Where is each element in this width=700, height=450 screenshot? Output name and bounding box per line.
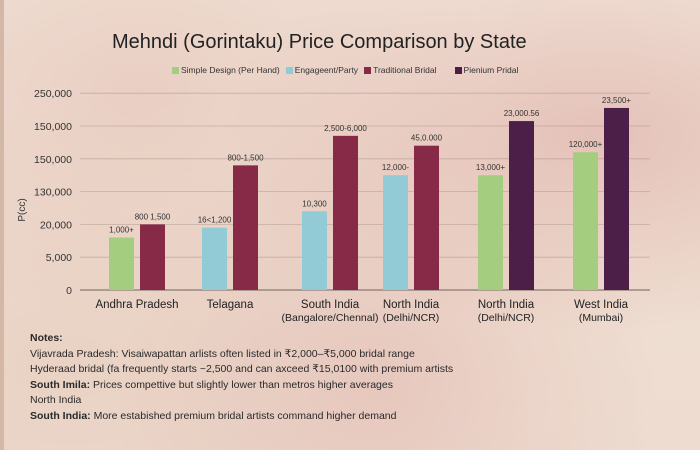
bar (573, 152, 598, 290)
data-label: 23,000.56 (504, 109, 540, 118)
y-axis-label: P(cc) (17, 198, 28, 221)
data-label: 12,000- (382, 163, 409, 172)
notes-heading: Notes: (30, 332, 63, 344)
bar (140, 224, 165, 290)
legend-swatch (454, 66, 462, 74)
note-line: South Imila: Prices compettive but sligh… (30, 378, 393, 391)
bar (414, 145, 439, 290)
bar (233, 165, 258, 290)
data-label: 800 1,500 (135, 212, 171, 221)
legend-label: Simple Design (Per Hand) (181, 65, 280, 75)
data-label: 23,500+ (602, 96, 631, 105)
x-tick-label: (Mumbai) (579, 312, 623, 324)
bar (509, 121, 534, 290)
bar (109, 237, 134, 290)
y-tick-label: 20,000 (40, 219, 72, 231)
bar (604, 107, 629, 291)
data-label: 1,000+ (109, 226, 134, 235)
y-tick-label: 150,000 (34, 121, 72, 133)
data-label: 13,000+ (476, 163, 505, 172)
bar (202, 227, 227, 290)
legend-swatch (285, 66, 293, 74)
x-tick-label: (Delhi/NCR) (383, 312, 440, 324)
x-tick-label: Andhra Pradesh (95, 299, 178, 311)
data-label: 800-1,500 (227, 153, 264, 162)
legend-label: Traditional Bridal (373, 65, 437, 75)
note-line: North India (30, 394, 82, 406)
legend: Simple Design (Per Hand) Engageent/Party… (172, 65, 520, 75)
data-label: 45,0.000 (411, 134, 443, 143)
bar (333, 135, 358, 290)
bar (302, 211, 327, 290)
x-tick-label: (Delhi/NCR) (478, 312, 535, 324)
chart-title: Mehndi (Gorintaku) Price Comparison by S… (112, 31, 527, 53)
legend-item: Pienium Pridal (454, 65, 519, 75)
data-label: 10,300 (302, 199, 327, 208)
data-label: 16<1,200 (198, 216, 232, 225)
note-line: South India: More estabished premium bri… (30, 409, 397, 422)
legend-item: Engageent/Party (285, 65, 359, 75)
legend-label: Engageent/Party (294, 65, 359, 75)
frame-border (0, 0, 4, 450)
data-label: 120,000+ (569, 140, 603, 149)
x-tick-label: Telagana (207, 299, 254, 311)
x-tick-label: South India (301, 299, 360, 311)
y-tick-label: 130,000 (34, 187, 72, 199)
x-tick-label: West India (574, 299, 629, 311)
bar-chart: 0 5,000 20,000 130,000 150,000 150,000 250,000… (17, 88, 650, 324)
legend-label: Pienium Pridal (463, 65, 519, 75)
data-label: 2,500-6,000 (324, 124, 367, 133)
note-line: Vijavrada Pradesh: Visaiwapattan arlists… (30, 347, 415, 360)
y-tick-label: 250,000 (34, 88, 72, 100)
notes: Notes: Vijavrada Pradesh: Visaiwapattan … (30, 331, 453, 424)
y-tick-label: 5,000 (46, 252, 72, 264)
bar (478, 175, 503, 290)
x-tick-label: (Bangalore/Chennal) (282, 312, 379, 324)
legend-swatch (364, 66, 372, 74)
legend-item: Simple Design (Per Hand) (172, 65, 280, 75)
note-line: Hyderaad bridal (fa frequently starts ~2… (30, 363, 454, 375)
y-tick-label: 150,000 (34, 154, 72, 166)
legend-swatch (172, 66, 179, 74)
y-tick-label: 0 (66, 285, 72, 297)
legend-item: Traditional Bridal (364, 65, 437, 75)
x-tick-label: North India (478, 299, 535, 311)
bar (383, 175, 408, 290)
x-tick-label: North India (383, 299, 440, 311)
